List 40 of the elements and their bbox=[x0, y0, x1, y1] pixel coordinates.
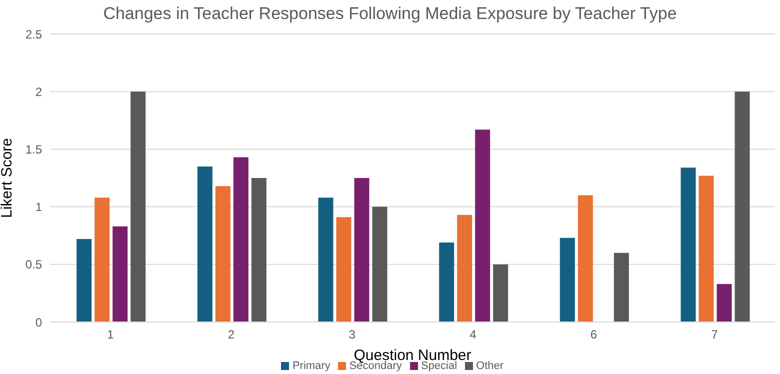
bar bbox=[372, 206, 388, 322]
bar bbox=[336, 217, 352, 322]
bar bbox=[680, 168, 696, 322]
legend-label: Secondary bbox=[348, 360, 402, 372]
bar bbox=[457, 214, 472, 322]
bar bbox=[251, 178, 266, 322]
y-tick-label: 0 bbox=[35, 315, 42, 330]
legend-label: Primary bbox=[291, 360, 330, 372]
x-tick-label: 7 bbox=[711, 328, 718, 342]
bar bbox=[493, 264, 508, 322]
bar bbox=[614, 252, 629, 322]
bar bbox=[475, 130, 490, 322]
y-tick-label: 1.5 bbox=[25, 142, 42, 156]
bar bbox=[734, 92, 750, 322]
bar bbox=[94, 198, 110, 322]
bar bbox=[130, 92, 146, 322]
bar bbox=[318, 198, 334, 322]
y-tick-label: 2 bbox=[35, 84, 42, 99]
y-tick-label: 2.5 bbox=[25, 27, 42, 42]
bar bbox=[233, 157, 248, 322]
bar bbox=[215, 186, 230, 322]
bar bbox=[112, 226, 128, 322]
x-tick-label: 1 bbox=[107, 328, 114, 342]
x-tick-label: 6 bbox=[590, 328, 598, 342]
x-tick-label: 4 bbox=[470, 328, 477, 342]
bar bbox=[578, 195, 593, 322]
bar bbox=[439, 242, 454, 322]
bar bbox=[560, 238, 575, 322]
chart-title: Changes in Teacher Responses Following Media Exposure by Teacher Type bbox=[102, 4, 678, 24]
bar bbox=[354, 178, 370, 322]
x-tick-label: 3 bbox=[348, 328, 356, 342]
bar bbox=[76, 239, 92, 322]
bar bbox=[716, 284, 732, 322]
legend-label: Other bbox=[476, 360, 504, 372]
y-tick-label: 0.5 bbox=[25, 258, 42, 272]
y-axis-title: Likert Score bbox=[0, 138, 16, 218]
x-tick-label: 2 bbox=[228, 328, 235, 342]
bar bbox=[197, 166, 212, 322]
y-tick-label: 1 bbox=[35, 200, 42, 214]
bar bbox=[698, 176, 714, 322]
